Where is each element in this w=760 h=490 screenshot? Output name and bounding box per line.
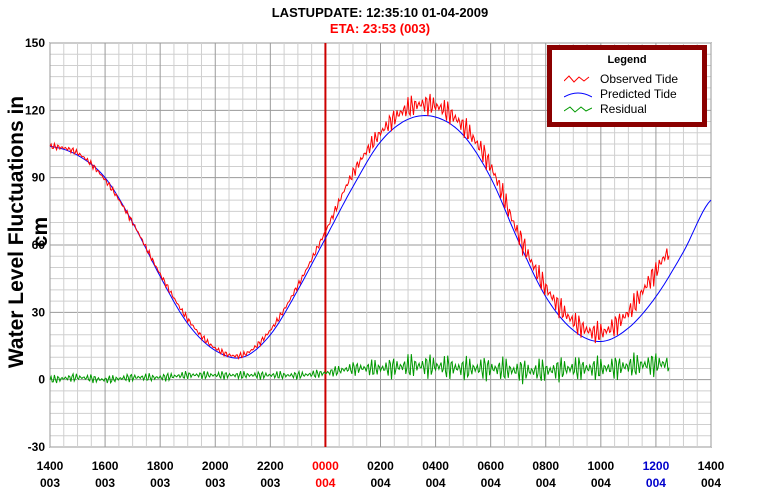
- axis-ticks: 150 120 90 60 30 0 -30 1400 003 1600 003 1800 003 200…: [25, 36, 725, 490]
- x-tick-time: 0400: [422, 459, 449, 473]
- legend-label-observed: Observed Tide: [600, 72, 679, 86]
- grid-lines: [49, 42, 712, 448]
- y-tick-label: 120: [25, 103, 45, 117]
- x-tick-time: 0200: [367, 459, 394, 473]
- x-tick-time: 1600: [92, 459, 119, 473]
- x-tick-day: 004: [701, 476, 721, 490]
- observed-swatch: [564, 75, 590, 83]
- legend-item-observed: Observed Tide: [564, 72, 678, 86]
- y-tick-label: 90: [32, 171, 46, 185]
- y-tick-label: 150: [25, 36, 45, 50]
- x-tick-day: 004: [426, 476, 446, 490]
- x-tick-day: 004: [315, 476, 335, 490]
- y-tick-label: 30: [32, 305, 46, 319]
- x-tick-day: 003: [95, 476, 115, 490]
- series-line-residual: [49, 352, 670, 385]
- legend-item-residual: Residual: [564, 102, 647, 116]
- x-tick-time: 0000: [312, 459, 339, 473]
- x-tick-time: 1200: [643, 459, 670, 473]
- legend-item-predicted: Predicted Tide: [564, 87, 677, 101]
- x-tick-time: 2200: [257, 459, 284, 473]
- predicted-swatch: [564, 92, 592, 98]
- legend-label-residual: Residual: [600, 102, 647, 116]
- eta-label: ETA: 23:53 (003): [329, 21, 431, 36]
- x-tick-time: 1000: [587, 459, 614, 473]
- x-tick-time: 0600: [477, 459, 504, 473]
- legend: Legend Observed Tide Predicted Tide Resi…: [547, 45, 707, 127]
- x-tick-time: 1800: [147, 459, 174, 473]
- legend-label-predicted: Predicted Tide: [600, 87, 677, 101]
- residual-swatch: [564, 106, 592, 113]
- x-tick-day: 003: [260, 476, 280, 490]
- x-tick-time: 1400: [37, 459, 64, 473]
- series-line-predicted-tide: [49, 114, 712, 359]
- y-tick-label: 60: [32, 238, 46, 252]
- x-tick-time: 1400: [698, 459, 725, 473]
- x-tick-time: 0800: [532, 459, 559, 473]
- y-tick-label: -30: [28, 440, 46, 454]
- x-tick-day: 003: [150, 476, 170, 490]
- x-tick-day: 004: [536, 476, 556, 490]
- x-tick-day: 003: [40, 476, 60, 490]
- y-tick-label: 0: [38, 373, 45, 387]
- x-tick-day: 004: [591, 476, 611, 490]
- x-tick-day: 004: [370, 476, 390, 490]
- last-update-label: LASTUPDATE: 12:35:10 01-04-2009: [271, 5, 489, 20]
- legend-title: Legend: [607, 54, 647, 66]
- x-tick-day: 004: [481, 476, 501, 490]
- x-tick-day: 003: [205, 476, 225, 490]
- series-layer: [49, 93, 712, 385]
- x-tick-day: 004: [646, 476, 666, 490]
- x-tick-time: 2000: [202, 459, 229, 473]
- series-line-observed-tide: [49, 93, 670, 360]
